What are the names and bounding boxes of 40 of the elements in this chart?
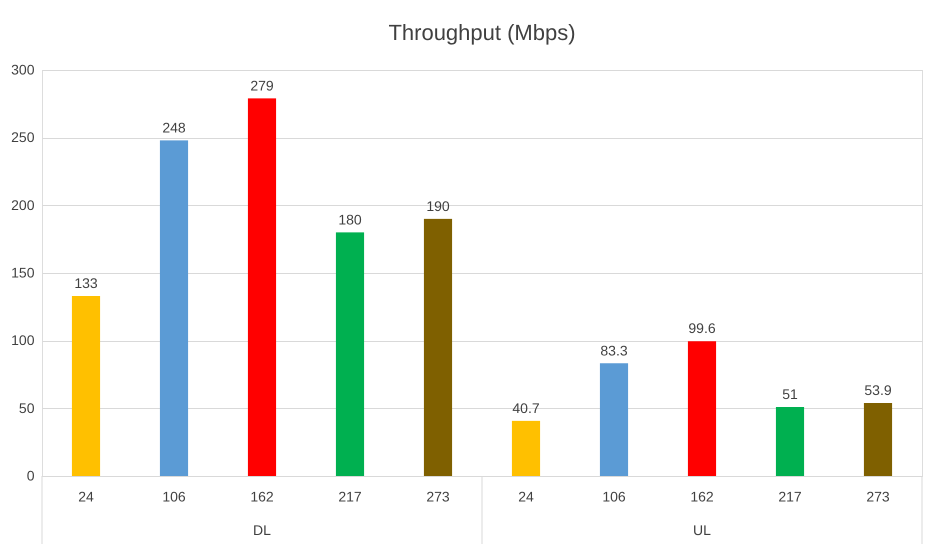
x-tick-label: 106: [602, 488, 626, 504]
bar: [72, 296, 100, 476]
x-tick-label: 217: [338, 488, 362, 504]
x-tick-label: 217: [778, 488, 802, 504]
y-tick-label: 200: [11, 196, 35, 213]
text: UL: [693, 522, 712, 538]
x-tick-label: 273: [866, 488, 890, 504]
bar: [160, 140, 188, 476]
bar: [424, 218, 452, 476]
y-tick-label: 100: [11, 332, 35, 348]
bar: [248, 98, 276, 476]
bar: [776, 406, 804, 476]
x-tick-label: 24: [518, 488, 534, 504]
bar: [864, 403, 892, 476]
data-label: 279: [250, 77, 274, 94]
data-label: 190: [426, 198, 450, 214]
y-tick-label: 300: [11, 62, 35, 78]
data-label: 180: [338, 211, 362, 228]
data-label: 99.6: [688, 320, 716, 336]
data-label: 40.7: [512, 400, 540, 416]
y-tick-label: 0: [26, 468, 35, 484]
bar: [512, 420, 540, 476]
x-tick-label: 162: [250, 488, 274, 504]
x-tick-label: 273: [426, 488, 450, 504]
x-tick-label: 106: [162, 488, 186, 504]
data-label: 53.9: [864, 382, 892, 398]
data-label: 133: [74, 275, 98, 292]
x-tick-label: 162: [690, 488, 714, 504]
y-tick-label: 150: [11, 264, 35, 280]
y-tick-label: 50: [18, 400, 35, 416]
data-label: 248: [162, 119, 186, 136]
x-tick-label: 24: [78, 488, 94, 504]
bar: [600, 363, 628, 476]
text: DL: [253, 522, 272, 538]
bar: [688, 341, 716, 476]
chart-title: Throughput (Mbps): [388, 20, 576, 45]
data-label: 51: [782, 386, 798, 402]
y-tick-label: 250: [11, 129, 35, 146]
bar: [336, 232, 364, 476]
data-label: 83.3: [600, 342, 628, 358]
